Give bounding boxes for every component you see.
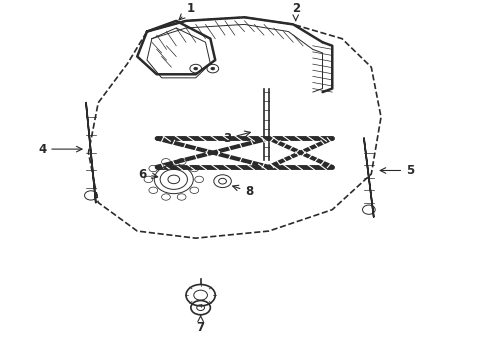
Text: 3: 3: [223, 131, 250, 145]
Text: 2: 2: [291, 2, 299, 21]
Text: 8: 8: [232, 185, 253, 198]
Text: 7: 7: [196, 316, 204, 334]
Circle shape: [193, 67, 197, 70]
Text: 1: 1: [179, 2, 195, 20]
Circle shape: [210, 67, 214, 70]
Text: 5: 5: [379, 164, 413, 177]
Text: 4: 4: [38, 143, 82, 156]
Text: 6: 6: [138, 167, 157, 181]
